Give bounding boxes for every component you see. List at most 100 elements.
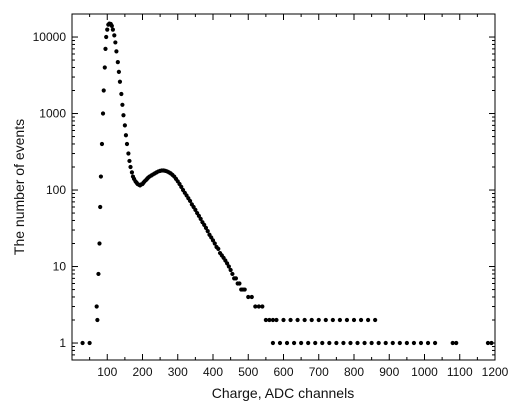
data-point [87, 340, 92, 346]
data-point [355, 340, 360, 346]
data-point [309, 317, 314, 323]
data-point [284, 340, 290, 346]
data-point [253, 304, 258, 309]
data-point [96, 271, 101, 277]
data-point [119, 91, 124, 97]
data-point [100, 111, 106, 116]
data-point [313, 340, 318, 346]
x-tick-label: 1000 [411, 365, 438, 379]
data-point [288, 317, 293, 323]
data-point [95, 317, 100, 323]
data-point [94, 304, 99, 309]
data-point [366, 317, 371, 323]
data-point [109, 23, 114, 28]
data-point [110, 27, 115, 32]
data-point [117, 79, 123, 84]
data-point [330, 317, 335, 323]
data-point [179, 184, 184, 189]
data-point [246, 294, 251, 300]
data-point [129, 170, 135, 175]
data-point [454, 340, 459, 346]
y-tick-label: 10 [53, 260, 67, 274]
x-tick-label: 600 [273, 365, 293, 379]
data-point [299, 340, 304, 346]
data-point [122, 123, 127, 128]
data-point [123, 133, 129, 138]
data-point [121, 113, 126, 118]
data-point [228, 267, 233, 273]
data-point [212, 241, 217, 246]
data-point [450, 340, 455, 346]
data-point [193, 207, 198, 212]
y-tick-label: 1 [59, 336, 66, 350]
x-tick-label: 400 [203, 365, 223, 379]
x-tick-label: 800 [344, 365, 364, 379]
data-point [291, 340, 297, 346]
data-point [256, 304, 261, 309]
data-point [323, 317, 328, 323]
data-point [274, 317, 279, 323]
data-point [397, 340, 402, 346]
y-tick-label: 10000 [33, 30, 67, 44]
data-point [376, 340, 381, 346]
data-point [489, 340, 494, 346]
data-point [418, 340, 424, 346]
x-tick-label: 300 [168, 365, 188, 379]
data-point [369, 340, 374, 346]
y-tick-label: 100 [46, 183, 66, 197]
data-point [210, 238, 216, 243]
data-point [348, 340, 353, 346]
data-point [230, 271, 235, 277]
data-point [127, 158, 132, 164]
x-tick-label: 1100 [447, 365, 473, 379]
data-point [249, 294, 254, 300]
data-point [327, 340, 332, 346]
data-point [115, 60, 120, 65]
data-point [267, 317, 272, 323]
plot-frame [71, 13, 496, 361]
axes: 100 200 300 400 500 600 700 800 900 1000 1100 12001… [33, 14, 509, 379]
data-point [203, 225, 209, 230]
data-point [103, 46, 108, 51]
data-point [334, 340, 339, 346]
data-point [295, 317, 300, 323]
x-axis-title: Charge, ADC channels [212, 385, 354, 401]
data-point [341, 340, 346, 346]
data-point [216, 246, 221, 251]
y-tick-label: 1000 [39, 107, 66, 121]
data-point [485, 340, 491, 346]
x-tick-label: 500 [238, 365, 258, 379]
data-point [101, 88, 106, 93]
data-point [116, 69, 121, 75]
data-point [113, 40, 118, 45]
data-point [99, 141, 105, 147]
data-point [351, 317, 357, 323]
data-point [112, 33, 117, 38]
data-point [411, 340, 417, 346]
data-point [97, 241, 102, 246]
data-point [105, 27, 110, 32]
data-point [337, 317, 342, 323]
data-point [306, 340, 311, 346]
data-point [126, 151, 131, 156]
data-point [242, 287, 247, 292]
data-point [205, 229, 210, 234]
data-point [425, 340, 431, 346]
data-points [80, 21, 494, 346]
data-point [98, 204, 103, 210]
y-axis-title: The number of events [11, 119, 27, 255]
data-point [226, 264, 231, 269]
data-point [277, 340, 283, 346]
x-tick-label: 700 [309, 365, 329, 379]
data-point [198, 216, 203, 221]
data-point [114, 49, 119, 54]
data-point [187, 198, 193, 204]
data-point [104, 34, 109, 40]
data-point [120, 102, 125, 107]
data-point [302, 317, 307, 323]
data-point [102, 65, 107, 70]
data-point [80, 340, 85, 346]
x-tick-label: 1200 [482, 365, 509, 379]
data-point [270, 340, 276, 346]
